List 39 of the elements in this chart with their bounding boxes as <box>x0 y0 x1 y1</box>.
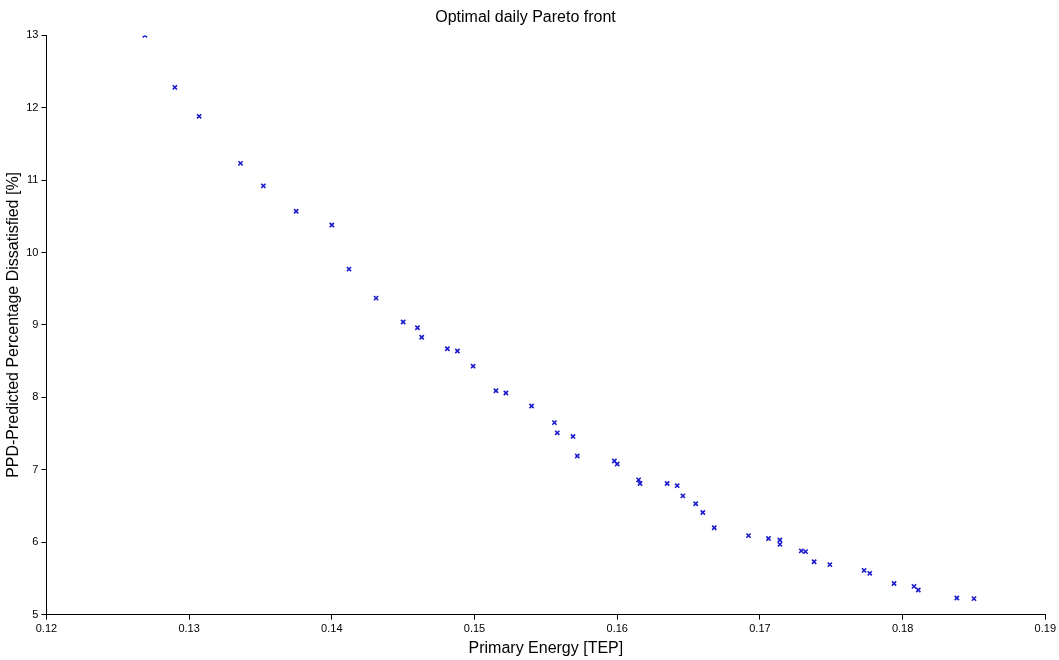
y-tick-label: 12 <box>26 100 39 113</box>
point <box>493 387 499 394</box>
x-tick-label: 0.15 <box>463 622 486 635</box>
x-tick-label: 0.12 <box>35 622 58 635</box>
y-tick-label: 13 <box>26 28 39 41</box>
y-tick-label: 6 <box>32 535 39 548</box>
point <box>346 266 352 273</box>
point <box>502 390 509 396</box>
point <box>470 363 477 370</box>
x-tick-label: 0.19 <box>1034 622 1057 635</box>
point <box>293 208 300 215</box>
x-tick-label: 0.13 <box>178 622 200 635</box>
x-tick-label: 0.14 <box>321 622 343 635</box>
point <box>418 334 425 341</box>
x-tick-label: 0.18 <box>891 622 914 635</box>
point <box>679 492 686 499</box>
point <box>692 500 699 507</box>
y-tick-label: 8 <box>32 390 39 403</box>
point <box>328 222 335 228</box>
point <box>765 535 772 542</box>
x-tick-label: 0.17 <box>749 622 771 635</box>
y-tick-label: 11 <box>27 173 39 186</box>
point <box>373 295 379 302</box>
y-tick-label: 7 <box>32 462 39 475</box>
point <box>802 548 809 555</box>
point <box>953 595 960 601</box>
x-tick-label: 0.16 <box>606 622 628 635</box>
y-axis-title: PPD-Predicted Percentage Dissatisfied [%] <box>4 171 22 478</box>
y-tick-label: 5 <box>32 607 39 620</box>
point <box>866 570 873 577</box>
point <box>554 429 561 436</box>
point <box>711 524 718 531</box>
x-axis-title: Primary Energy [TEP] <box>468 638 624 656</box>
y-tick-label: 10 <box>26 245 39 258</box>
chart-title: Optimal daily Pareto front <box>435 8 617 26</box>
point <box>551 419 558 426</box>
y-tick-label: 9 <box>32 317 39 330</box>
point <box>237 160 244 167</box>
point <box>745 532 752 539</box>
